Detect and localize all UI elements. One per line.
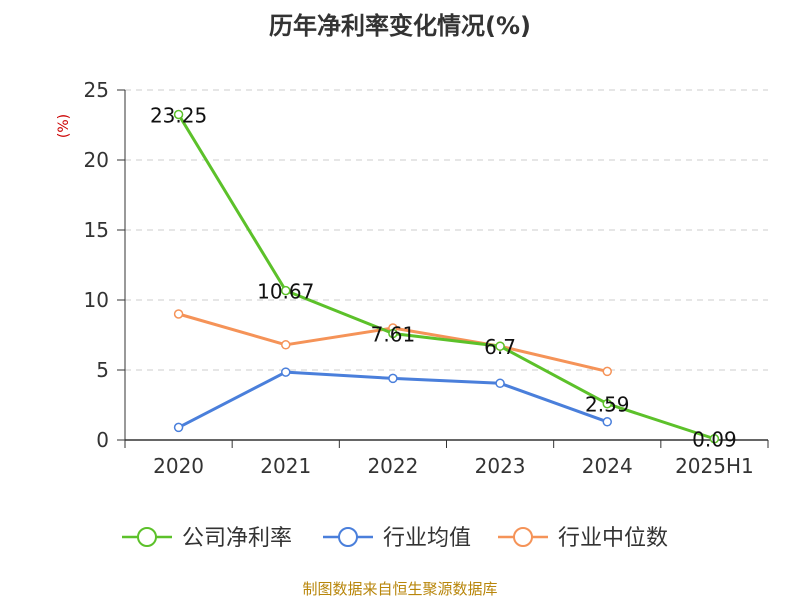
data-point [173, 109, 184, 120]
data-label: 23.25 [150, 104, 207, 128]
x-tick-label: 2022 [367, 454, 418, 478]
data-point [388, 328, 398, 339]
legend-label: 行业均值 [383, 526, 471, 551]
series-0 [173, 109, 720, 444]
data-point [602, 398, 612, 409]
data-label: 10.67 [257, 280, 314, 304]
data-point [281, 340, 291, 350]
y-tick-label: 10 [84, 288, 109, 312]
data-point [281, 367, 291, 377]
x-tick-label: 2021 [260, 454, 311, 478]
data-labels: 23.25 10.67 7.61 6.7 2.59 0.09 [150, 104, 737, 452]
legend-label: 行业中位数 [558, 526, 668, 551]
chart-title: 历年净利率变化情况(%) [269, 12, 531, 40]
legend-item: 行业均值 [323, 526, 471, 551]
y-tick-label: 0 [96, 428, 109, 452]
data-label: 6.7 [484, 335, 516, 359]
x-tick-label: 2023 [475, 454, 526, 478]
legend-marker [513, 527, 533, 547]
y-axis-unit: (%) [56, 114, 72, 138]
legend-marker [338, 527, 358, 547]
y-tick-label: 20 [84, 148, 109, 172]
legend-marker [137, 527, 157, 547]
data-point [173, 309, 184, 319]
y-tick-label: 5 [96, 358, 109, 382]
data-point [495, 378, 505, 389]
data-point [602, 366, 612, 377]
legend-item: 公司净利率 [122, 526, 292, 551]
x-tick-label: 2025H1 [675, 454, 754, 478]
series-lines [173, 109, 720, 444]
data-label: 2.59 [585, 393, 630, 417]
legend-label: 公司净利率 [182, 526, 292, 551]
data-point [709, 433, 720, 444]
y-tick-label: 25 [84, 78, 109, 102]
series-line [177, 113, 715, 441]
data-label: 7.61 [371, 322, 416, 346]
data-source-note: 制图数据来自恒生聚源数据库 [302, 580, 497, 598]
x-tick-label: 2024 [582, 454, 633, 478]
legend: 公司净利率 行业均值 行业中位数 [122, 526, 668, 551]
y-tick-label: 15 [84, 218, 109, 242]
data-point [602, 417, 612, 427]
data-point [281, 285, 291, 296]
legend-item: 行业中位数 [498, 526, 668, 551]
data-label: 0.09 [692, 428, 737, 452]
series-1 [173, 367, 612, 433]
data-point [388, 373, 398, 384]
x-tick-label: 2020 [153, 454, 204, 478]
axes: 0 5 10 15 20 25 2020 2021 2022 2023 2024 2025H1 [84, 78, 769, 478]
data-point [495, 341, 505, 351]
data-point [173, 422, 184, 433]
grid-lines [125, 89, 768, 371]
